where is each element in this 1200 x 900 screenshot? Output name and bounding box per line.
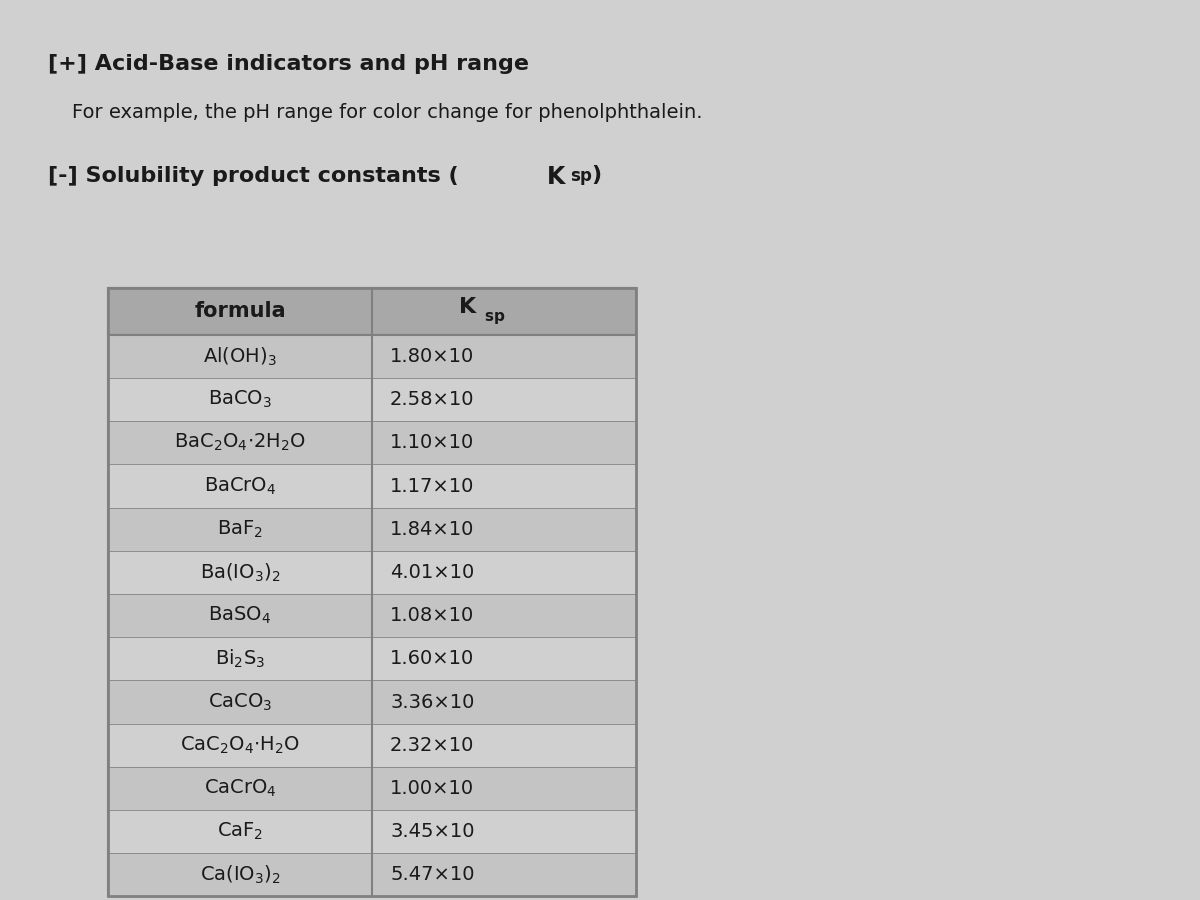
Text: $\mathrm{BaSO_4}$: $\mathrm{BaSO_4}$ (209, 605, 271, 626)
FancyBboxPatch shape (108, 288, 636, 896)
Text: $\mathrm{BaCO_3}$: $\mathrm{BaCO_3}$ (208, 389, 272, 410)
Text: For example, the pH range for color change for phenolphthalein.: For example, the pH range for color chan… (72, 104, 702, 122)
Text: $\mathrm{BaC_2O_4{\cdot}2H_2O}$: $\mathrm{BaC_2O_4{\cdot}2H_2O}$ (174, 432, 306, 454)
Text: formula: formula (194, 302, 286, 321)
Text: $\mathrm{Al(OH)_3}$: $\mathrm{Al(OH)_3}$ (203, 346, 277, 367)
FancyBboxPatch shape (108, 378, 636, 421)
Text: 1.60×10: 1.60×10 (390, 649, 474, 669)
Text: ): ) (592, 165, 601, 184)
FancyBboxPatch shape (108, 767, 636, 810)
FancyBboxPatch shape (108, 724, 636, 767)
Text: $\mathrm{BaF_2}$: $\mathrm{BaF_2}$ (217, 518, 263, 540)
FancyBboxPatch shape (108, 464, 636, 508)
FancyBboxPatch shape (108, 551, 636, 594)
Text: 1.00×10: 1.00×10 (390, 778, 474, 798)
FancyBboxPatch shape (108, 637, 636, 680)
Text: $\mathrm{CaC_2O_4{\cdot}H_2O}$: $\mathrm{CaC_2O_4{\cdot}H_2O}$ (180, 734, 300, 756)
Text: $\mathbf{K}$: $\mathbf{K}$ (546, 165, 568, 189)
Text: $\mathbf{sp}$: $\mathbf{sp}$ (484, 310, 505, 326)
Text: $\mathrm{CaF_2}$: $\mathrm{CaF_2}$ (217, 821, 263, 842)
Text: 3.36×10: 3.36×10 (390, 692, 474, 712)
Text: $\mathrm{Ba(IO_3)_2}$: $\mathrm{Ba(IO_3)_2}$ (199, 562, 281, 583)
Text: $\mathrm{Bi_2S_3}$: $\mathrm{Bi_2S_3}$ (215, 648, 265, 670)
FancyBboxPatch shape (108, 335, 636, 378)
Text: 1.84×10: 1.84×10 (390, 519, 474, 539)
Text: 1.80×10: 1.80×10 (390, 346, 474, 366)
FancyBboxPatch shape (108, 680, 636, 724)
Text: $\mathbf{sp}$: $\mathbf{sp}$ (570, 169, 593, 187)
Text: 1.08×10: 1.08×10 (390, 606, 474, 626)
FancyBboxPatch shape (108, 421, 636, 464)
Text: 1.10×10: 1.10×10 (390, 433, 474, 453)
Text: [+] Acid-Base indicators and pH range: [+] Acid-Base indicators and pH range (48, 54, 529, 74)
Text: $\mathrm{CaCO_3}$: $\mathrm{CaCO_3}$ (208, 691, 272, 713)
Text: 2.32×10: 2.32×10 (390, 735, 474, 755)
FancyBboxPatch shape (108, 594, 636, 637)
Text: $\mathrm{CaCrO_4}$: $\mathrm{CaCrO_4}$ (204, 778, 276, 799)
Text: $\mathrm{Ca(IO_3)_2}$: $\mathrm{Ca(IO_3)_2}$ (199, 864, 281, 886)
Text: 4.01×10: 4.01×10 (390, 562, 474, 582)
Text: [-] Solubility product constants (: [-] Solubility product constants ( (48, 166, 458, 186)
FancyBboxPatch shape (108, 508, 636, 551)
FancyBboxPatch shape (108, 288, 636, 335)
Text: 5.47×10: 5.47×10 (390, 865, 474, 885)
Text: 2.58×10: 2.58×10 (390, 390, 474, 410)
FancyBboxPatch shape (108, 810, 636, 853)
Text: $\mathbf{K}$: $\mathbf{K}$ (457, 297, 478, 317)
Text: 3.45×10: 3.45×10 (390, 822, 474, 842)
Text: $\mathrm{BaCrO_4}$: $\mathrm{BaCrO_4}$ (204, 475, 276, 497)
FancyBboxPatch shape (108, 853, 636, 896)
Text: 1.17×10: 1.17×10 (390, 476, 474, 496)
